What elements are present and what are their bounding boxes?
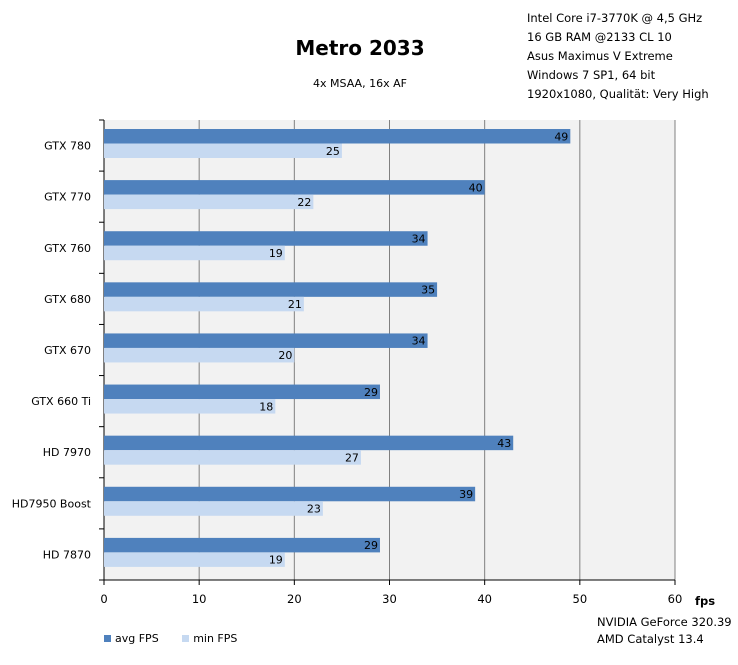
bar-min [104, 501, 323, 516]
bar-avg [104, 537, 380, 553]
x-tick-label: 20 [287, 592, 302, 606]
category-label: GTX 770 [44, 191, 91, 204]
data-label: 35 [421, 284, 435, 297]
data-label: 19 [269, 247, 283, 260]
data-label: 25 [326, 145, 340, 158]
x-tick-label: 50 [573, 592, 588, 606]
chart-title: Metro 2033 [295, 36, 425, 60]
data-label: 21 [288, 298, 302, 311]
system-specs: Intel Core i7-3770K @ 4,5 GHz 16 GB RAM … [527, 9, 709, 104]
x-tick-label: 10 [192, 592, 207, 606]
bar-avg [104, 282, 438, 297]
data-label: 43 [497, 437, 511, 450]
x-tick-label: 60 [668, 592, 683, 606]
bar-avg [104, 486, 476, 502]
driver-versions: NVIDIA GeForce 320.39 AMD Catalyst 13.4 [597, 614, 732, 648]
bar-avg [104, 231, 428, 246]
x-tick-label: 0 [100, 592, 107, 606]
legend-swatch-min [182, 635, 190, 642]
spec-line: Intel Core i7-3770K @ 4,5 GHz [527, 11, 703, 25]
category-label: HD 7870 [43, 548, 91, 561]
driver-line: NVIDIA GeForce 320.39 [597, 615, 732, 629]
bar-avg [104, 180, 485, 195]
spec-line: Asus Maximus V Extreme [527, 49, 673, 63]
data-label: 40 [469, 181, 483, 194]
bar-avg [104, 333, 428, 348]
legend-swatch-avg [104, 635, 111, 642]
category-label: GTX 780 [44, 140, 91, 153]
bar-min [104, 296, 304, 312]
category-label: GTX 760 [44, 242, 91, 255]
legend-item-min: min FPS [182, 632, 237, 645]
bar-min [104, 194, 314, 210]
data-label: 18 [259, 400, 273, 413]
bar-min [104, 552, 285, 567]
bar-min [104, 347, 295, 363]
legend-label-avg: avg FPS [115, 632, 159, 645]
bar-avg [104, 435, 514, 451]
legend: avg FPS min FPS [104, 632, 257, 645]
category-label: GTX 680 [44, 293, 91, 306]
legend-item-avg: avg FPS [104, 632, 159, 645]
legend-label-min: min FPS [193, 632, 238, 645]
category-label: HD 7970 [43, 446, 91, 459]
data-label: 23 [307, 503, 321, 516]
chart-subtitle: 4x MSAA, 16x AF [313, 77, 407, 90]
category-label: GTX 670 [44, 344, 91, 357]
bar-min [104, 245, 285, 261]
bar-min [104, 143, 342, 158]
data-label: 22 [297, 196, 311, 209]
spec-line: Windows 7 SP1, 64 bit [527, 68, 656, 82]
data-label: 27 [345, 451, 359, 464]
spec-line: 1920x1080, Qualität: Very High [527, 87, 709, 101]
data-label: 19 [269, 554, 283, 567]
spec-line: 16 GB RAM @2133 CL 10 [527, 30, 672, 44]
category-label: GTX 660 Ti [31, 395, 91, 408]
data-label: 34 [412, 232, 426, 245]
data-label: 29 [364, 386, 378, 399]
bar-min [104, 450, 361, 465]
bar-avg [104, 384, 380, 400]
x-tick-label: 30 [382, 592, 397, 606]
data-label: 34 [412, 335, 426, 348]
x-axis-label: fps [695, 594, 715, 608]
x-tick-label: 40 [477, 592, 492, 606]
category-label: HD7950 Boost [12, 497, 92, 510]
data-label: 29 [364, 539, 378, 552]
data-label: 49 [554, 130, 568, 143]
bar-min [104, 399, 276, 414]
data-label: 20 [278, 349, 292, 362]
data-label: 39 [459, 488, 473, 501]
driver-line: AMD Catalyst 13.4 [597, 632, 704, 646]
bar-avg [104, 129, 571, 144]
